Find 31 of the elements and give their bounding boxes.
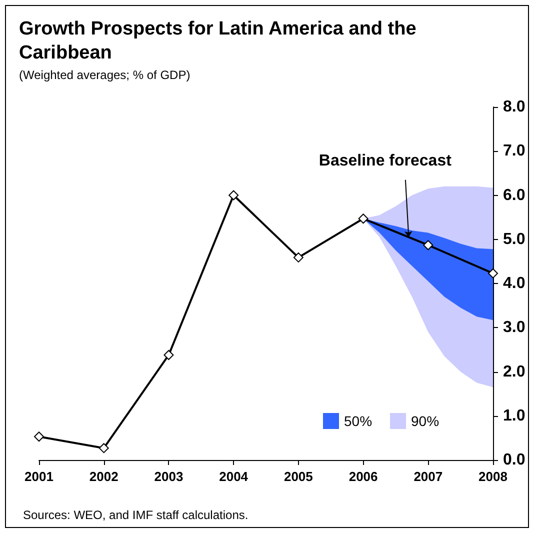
legend-label: 90% xyxy=(411,413,440,429)
annotation: Baseline forecast xyxy=(318,152,452,170)
y-tick-label: 1.0 xyxy=(503,407,526,424)
y-tick-label: 4.0 xyxy=(503,275,526,292)
point xyxy=(423,240,434,250)
x-tick-label: 2003 xyxy=(154,469,184,484)
x-tick-label: 2006 xyxy=(348,469,378,484)
point xyxy=(228,190,239,200)
point xyxy=(358,214,368,224)
point xyxy=(164,350,174,360)
y-tick-label: 8.0 xyxy=(503,98,526,116)
chart-subtitle: (Weighted averages; % of GDP) xyxy=(19,68,190,82)
y-tick-label: 2.0 xyxy=(503,363,526,380)
source-note: Sources: WEO, and IMF staff calculations. xyxy=(23,508,248,522)
y-tick-label: 3.0 xyxy=(503,319,526,336)
x-tick-label: 2001 xyxy=(24,469,54,484)
x-tick-label: 2007 xyxy=(414,469,443,484)
point xyxy=(293,252,304,262)
x-tick-label: 2002 xyxy=(89,469,118,484)
legend-label: 50% xyxy=(344,413,372,429)
y-tick-label: 6.0 xyxy=(503,186,526,204)
y-tick-label: 0.0 xyxy=(503,452,526,468)
y-tick-label: 7.0 xyxy=(503,142,526,160)
x-tick-label: 2005 xyxy=(284,469,313,484)
x-tick-label: 2008 xyxy=(478,469,508,484)
x-tick-label: 2004 xyxy=(219,469,249,484)
chart-title: Growth Prospects for Latin America and the Caribbean xyxy=(19,18,422,64)
point xyxy=(488,268,498,278)
point xyxy=(98,443,109,454)
y-tick-label: 5.0 xyxy=(503,230,526,248)
point xyxy=(34,432,44,442)
